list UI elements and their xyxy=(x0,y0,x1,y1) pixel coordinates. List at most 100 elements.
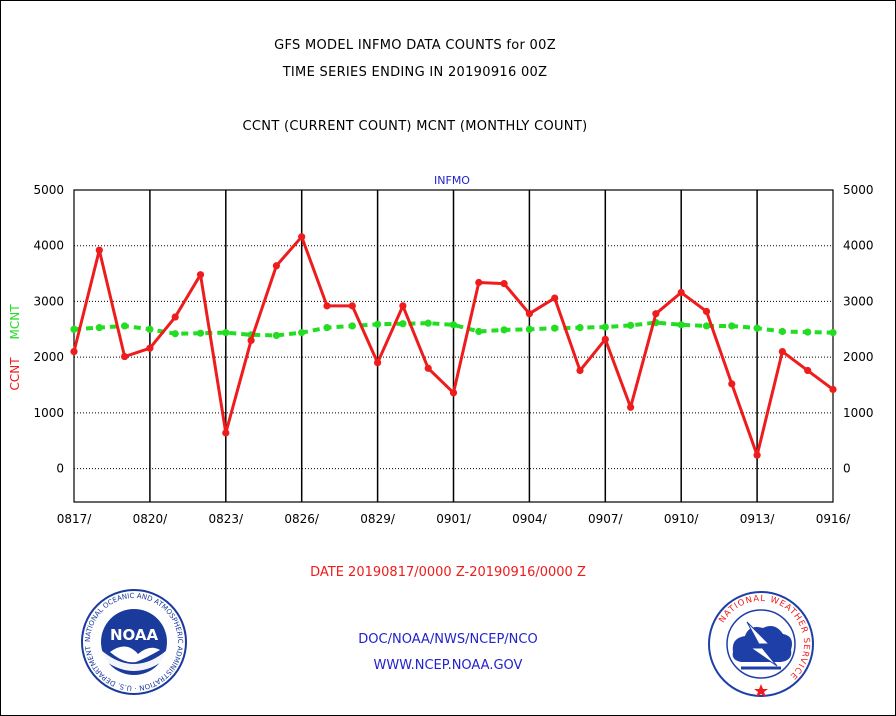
ccnt-series xyxy=(70,233,837,459)
ccnt-point xyxy=(778,347,787,356)
ccnt-point xyxy=(500,280,508,288)
chart-title-line2: TIME SERIES ENDING IN 20190916 00Z xyxy=(282,65,548,80)
noaa-logo-text: NOAA xyxy=(110,626,159,644)
ccnt-point xyxy=(525,310,534,318)
ccnt-point xyxy=(576,366,584,375)
mcnt-point xyxy=(196,329,205,337)
ccnt-point xyxy=(753,451,761,459)
mcnt-point xyxy=(348,322,356,330)
mcnt-point xyxy=(121,322,129,330)
mcnt-point xyxy=(829,329,837,337)
y-tick-label-left: 4000 xyxy=(33,239,64,253)
x-tick-label: 0829/ xyxy=(360,512,396,526)
mcnt-point xyxy=(525,325,534,333)
y-tick-label-right: 4000 xyxy=(843,239,874,253)
ccnt-point xyxy=(677,288,685,297)
mcnt-point xyxy=(677,321,685,329)
mcnt-point xyxy=(424,319,432,327)
chart-grid xyxy=(73,189,834,503)
mcnt-point xyxy=(551,324,559,332)
url-label: WWW.NCEP.NOAA.GOV xyxy=(373,658,523,673)
ccnt-point xyxy=(196,271,205,279)
mcnt-point xyxy=(323,324,331,332)
ccnt-point xyxy=(728,380,736,388)
mcnt-point xyxy=(449,321,458,329)
mcnt-point xyxy=(576,324,584,332)
y-tick-label-left: 1000 xyxy=(33,406,64,420)
nws-logo: NATIONAL WEATHER SERVICE xyxy=(708,591,814,697)
mcnt-point xyxy=(728,322,736,330)
ccnt-point xyxy=(829,385,837,394)
y-tick-label-left: 0 xyxy=(56,462,64,476)
y-tick-label-right: 0 xyxy=(843,462,851,476)
y-tick-label-left: 2000 xyxy=(33,350,64,364)
mcnt-point xyxy=(804,328,812,336)
ccnt-point xyxy=(551,294,559,302)
ccnt-point xyxy=(323,302,331,310)
ccnt-point xyxy=(424,364,432,372)
mcnt-point xyxy=(702,322,711,330)
mcnt-point xyxy=(627,321,635,329)
x-tick-label: 0823/ xyxy=(209,512,245,526)
x-tick-label: 0907/ xyxy=(588,512,624,526)
y-tick-label-right: 1000 xyxy=(843,406,874,420)
x-tick-label: 0916/ xyxy=(816,512,852,526)
y-tick-label-right: 5000 xyxy=(843,183,874,197)
mcnt-point xyxy=(399,320,407,328)
mcnt-point xyxy=(171,330,179,338)
ccnt-point xyxy=(652,310,660,318)
mcnt-point xyxy=(272,331,280,340)
ccnt-point xyxy=(272,262,280,270)
ccnt-point xyxy=(121,352,129,361)
ccnt-point xyxy=(627,403,635,411)
mcnt-point xyxy=(374,320,382,328)
x-tick-label: 0904/ xyxy=(512,512,548,526)
org-label: DOC/NOAA/NWS/NCEP/NCO xyxy=(358,632,538,647)
ccnt-point xyxy=(298,233,306,241)
plot-title: INFMO xyxy=(434,174,470,187)
ccnt-point xyxy=(146,344,154,352)
mcnt-point xyxy=(753,324,761,332)
ccnt-point xyxy=(374,359,382,367)
date-range-label: DATE 20190817/0000 Z-20190916/0000 Z xyxy=(310,565,586,580)
ccnt-point xyxy=(399,302,407,310)
ccnt-point xyxy=(348,302,356,310)
y-tick-label-left: 5000 xyxy=(33,183,64,197)
ccnt-point xyxy=(171,313,179,321)
ccnt-point xyxy=(702,307,711,316)
ccnt-point xyxy=(70,347,78,356)
mcnt-point xyxy=(298,329,306,337)
y-axis-label-mcnt: MCNT xyxy=(8,304,22,340)
noaa-logo: NATIONAL OCEANIC AND ATMOSPHERIC ADMINIS… xyxy=(80,588,187,695)
mcnt-point xyxy=(500,326,508,334)
x-tick-label: 0817/ xyxy=(57,512,93,526)
mcnt-point xyxy=(146,325,154,333)
x-tick-label: 0820/ xyxy=(133,512,169,526)
ccnt-point xyxy=(222,429,230,437)
mcnt-point xyxy=(475,327,483,336)
y-tick-label-left: 3000 xyxy=(33,294,64,308)
x-tick-label: 0826/ xyxy=(284,512,320,526)
x-tick-label: 0913/ xyxy=(740,512,776,526)
mcnt-series xyxy=(70,319,837,340)
mcnt-point xyxy=(222,329,230,337)
y-tick-label-right: 3000 xyxy=(843,294,874,308)
x-tick-label: 0901/ xyxy=(436,512,472,526)
axis-ticks: 0 0 1000 1000 2000 2000 3000 3000 4000 4000 5000 50… xyxy=(33,183,873,526)
mcnt-point xyxy=(95,324,103,332)
x-tick-label: 0910/ xyxy=(664,512,700,526)
y-tick-label-right: 2000 xyxy=(843,350,874,364)
ccnt-point xyxy=(601,335,609,343)
ccnt-point xyxy=(95,246,103,254)
mcnt-point xyxy=(778,327,787,336)
ccnt-point xyxy=(449,389,458,397)
ccnt-point xyxy=(475,278,483,287)
chart-subtitle: CCNT (CURRENT COUNT) MCNT (MONTHLY COUNT… xyxy=(242,119,588,134)
mcnt-point xyxy=(70,325,78,333)
mcnt-point xyxy=(601,323,609,331)
y-axis-label-ccnt: CCNT xyxy=(8,357,22,391)
ccnt-point xyxy=(247,336,255,345)
chart-title-line1: GFS MODEL INFMO DATA COUNTS for 00Z xyxy=(274,38,556,53)
ccnt-point xyxy=(804,366,812,375)
